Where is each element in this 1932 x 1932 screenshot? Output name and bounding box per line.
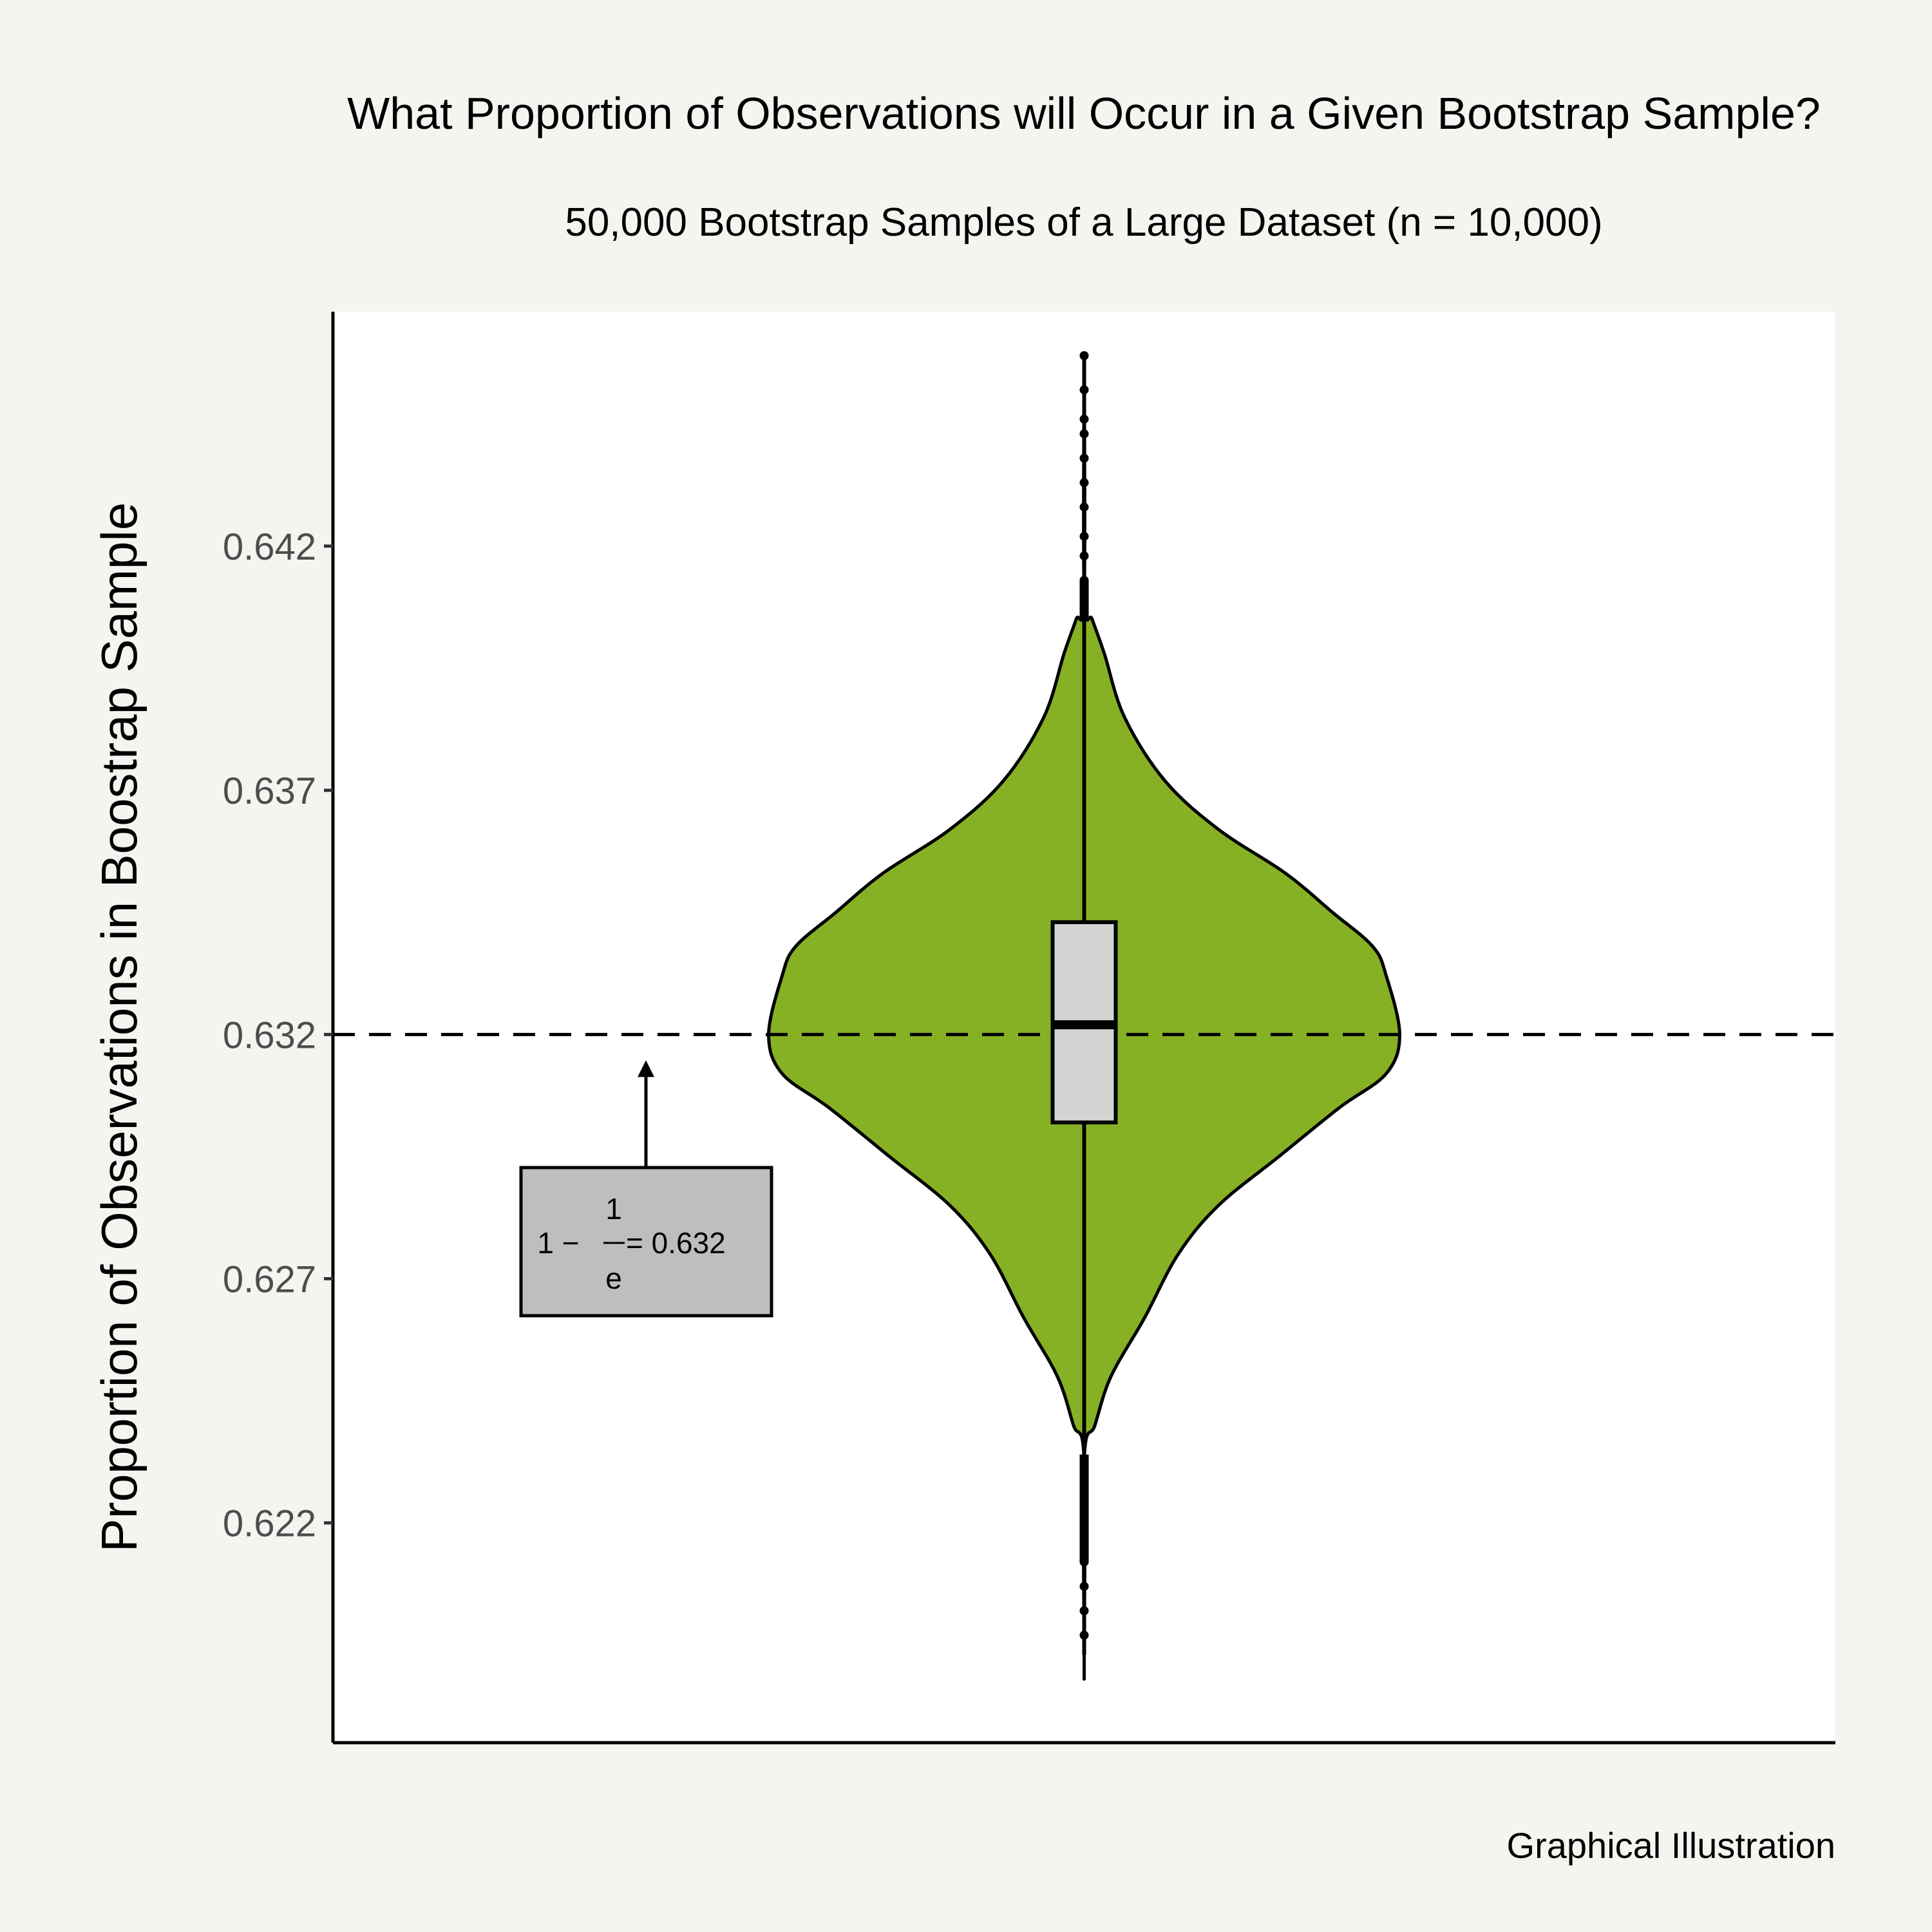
chart-subtitle: 50,000 Bootstrap Samples of a Large Data… (565, 200, 1602, 245)
chart-title: What Proportion of Observations will Occ… (347, 88, 1821, 138)
y-axis-title: Proportion of Observations in Boostrap S… (91, 502, 147, 1552)
outlier-point (1079, 453, 1089, 463)
annotation-lead: 1 − (537, 1226, 579, 1260)
y-tick-label: 0.627 (223, 1259, 316, 1301)
boxplot-layer (1050, 351, 1118, 1655)
outlier-point (1079, 502, 1089, 512)
outlier-point (1079, 414, 1089, 424)
annotation-denominator: e (605, 1262, 622, 1295)
outlier-point (1079, 478, 1089, 488)
y-tick-label: 0.632 (223, 1014, 316, 1056)
outlier-point (1079, 1631, 1089, 1640)
outlier-point (1079, 351, 1089, 361)
axis-layer: 0.622 0.627 0.632 0.637 0.642 (223, 312, 1835, 1745)
outlier-point (1079, 531, 1089, 541)
outlier-point (1079, 1606, 1089, 1616)
outlier-point (1079, 551, 1089, 561)
outlier-point (1079, 429, 1089, 439)
outlier-point (1079, 1582, 1089, 1591)
annotation-layer: 1 − 1 e= 0.632 (519, 1060, 773, 1318)
annotation-result: = 0.632 (626, 1226, 726, 1260)
chart-caption: Graphical Illustration (1507, 1825, 1835, 1866)
annotation-arrowhead (638, 1060, 654, 1077)
y-tick-label: 0.637 (223, 770, 316, 812)
annotation-numerator: 1 (605, 1192, 622, 1226)
outlier-point (1079, 385, 1089, 395)
y-tick-label: 0.642 (223, 526, 316, 568)
y-tick-label: 0.622 (223, 1503, 316, 1545)
